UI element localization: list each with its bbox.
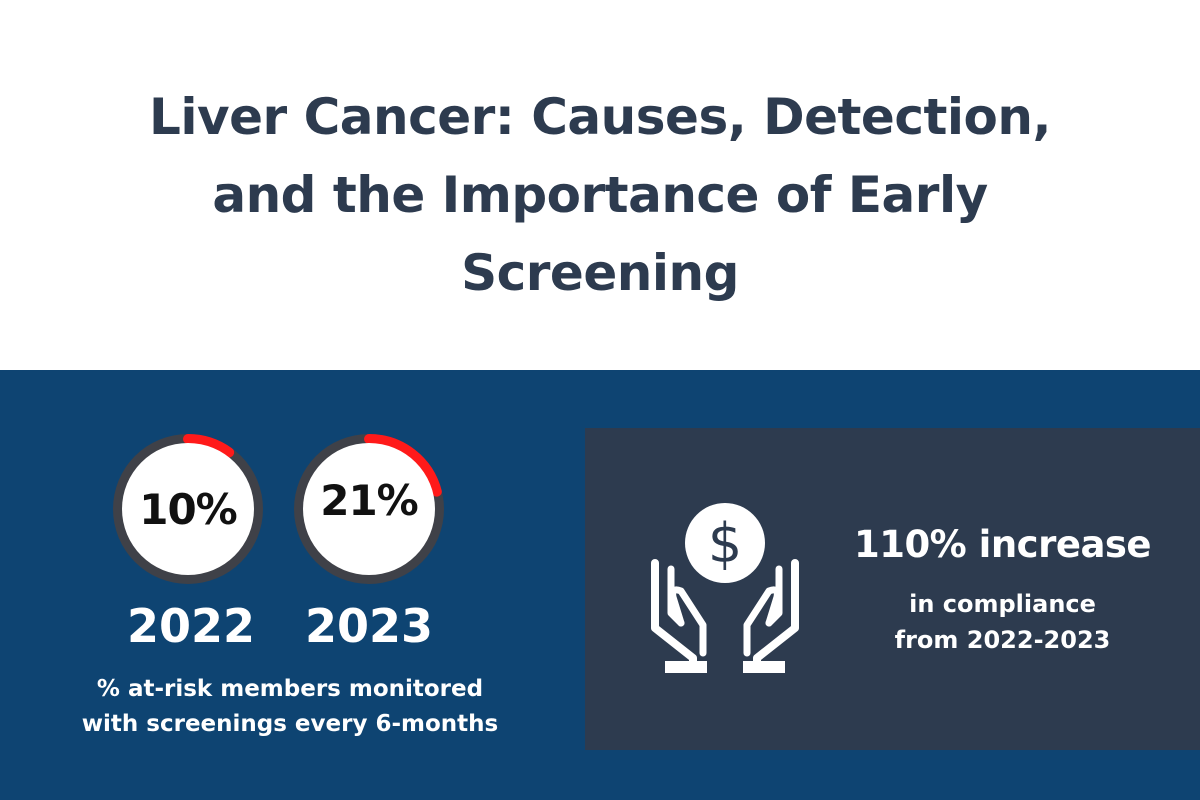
donut-2023-center — [303, 443, 435, 575]
page-title: Liver Cancer: Causes, Detection, and the… — [149, 88, 1051, 302]
donut-2023: 21% — [284, 424, 454, 594]
donut-2022: 10% — [103, 424, 273, 594]
donut-2023-value: 21% — [320, 475, 419, 525]
header-section: Liver Cancer: Causes, Detection, and the… — [0, 0, 1200, 370]
monitoring-caption-line1: % at-risk members monitored — [96, 676, 484, 702]
monitoring-caption-line2: with screenings every 6-months — [81, 711, 499, 737]
donut-2023-progress-arc — [294, 434, 444, 584]
monitoring-caption: % at-risk members monitored with screeni… — [20, 672, 560, 742]
year-2022-label: 2022 — [126, 599, 256, 653]
compliance-description-line2: from 2022-2023 — [894, 626, 1111, 654]
svg-text:$: $ — [708, 512, 742, 575]
donut-2023-chart — [294, 434, 444, 584]
year-2023-label: 2023 — [304, 599, 434, 653]
donut-2022-value: 10% — [139, 484, 238, 534]
compliance-description-line1: in compliance — [909, 590, 1096, 618]
donut-2022-center — [122, 443, 254, 575]
donut-2022-progress-arc — [113, 434, 263, 584]
compliance-description: in compliance from 2022-2023 — [830, 586, 1175, 658]
donut-2022-chart — [113, 434, 263, 584]
hands-holding-dollar-icon: $ — [645, 503, 805, 675]
compliance-panel: $ 110% increase in compliance from 2022-… — [585, 428, 1200, 750]
compliance-headline: 110% increase — [853, 523, 1152, 566]
